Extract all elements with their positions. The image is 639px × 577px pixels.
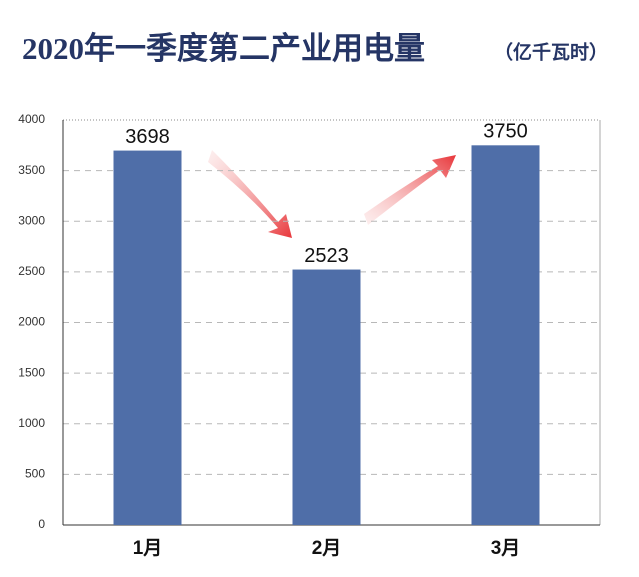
value-label: 2523 xyxy=(304,245,349,267)
y-tick-label: 500 xyxy=(25,467,45,481)
value-label: 3698 xyxy=(125,126,170,148)
x-tick-label: 2月 xyxy=(312,538,342,559)
chart-title: 2020年一季度第二产业用电量 xyxy=(22,31,425,66)
y-tick-label: 3000 xyxy=(18,213,45,227)
y-tick-label: 4000 xyxy=(18,112,45,126)
y-tick-label: 2500 xyxy=(18,264,45,278)
y-tick-label: 0 xyxy=(38,517,45,531)
value-label: 3750 xyxy=(483,121,528,143)
bar xyxy=(471,145,540,525)
bar xyxy=(113,150,182,525)
y-tick-label: 3500 xyxy=(18,163,45,177)
x-tick-label: 3月 xyxy=(491,538,521,559)
y-tick-label: 1000 xyxy=(18,416,45,430)
down-arrow xyxy=(208,150,292,238)
chart-subtitle: （亿千瓦时） xyxy=(494,40,608,63)
y-tick-label: 1500 xyxy=(18,365,45,379)
y-tick-label: 2000 xyxy=(18,315,45,329)
bar xyxy=(292,269,361,525)
up-arrow xyxy=(364,155,456,225)
x-tick-label: 1月 xyxy=(133,538,163,559)
